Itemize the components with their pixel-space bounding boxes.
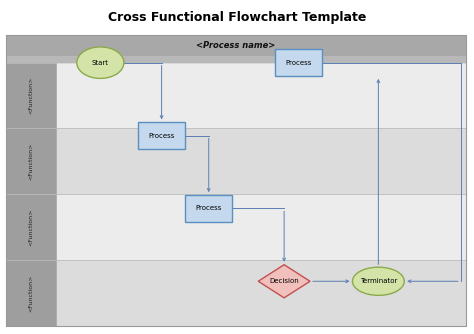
Bar: [138, 122, 185, 149]
Text: <Function>: <Function>: [28, 143, 33, 180]
Bar: [55, 194, 465, 260]
Bar: [185, 195, 232, 222]
Text: <Function>: <Function>: [28, 208, 33, 246]
Text: Start: Start: [92, 60, 109, 66]
Text: Process: Process: [148, 133, 175, 139]
Bar: [55, 260, 465, 326]
Bar: [6, 34, 465, 326]
Bar: [6, 194, 55, 260]
Text: Process: Process: [285, 60, 311, 66]
Bar: [6, 34, 465, 56]
Bar: [6, 260, 55, 326]
Polygon shape: [258, 265, 310, 298]
Text: <Function>: <Function>: [28, 77, 33, 114]
Bar: [55, 63, 465, 129]
Bar: [6, 56, 465, 63]
Text: Process: Process: [196, 205, 222, 211]
Text: Terminator: Terminator: [360, 278, 397, 284]
Bar: [55, 129, 465, 194]
Text: Decision: Decision: [269, 278, 299, 284]
Bar: [275, 49, 322, 76]
Bar: [6, 63, 55, 129]
Text: Cross Functional Flowchart Template: Cross Functional Flowchart Template: [108, 11, 366, 24]
Text: <Process name>: <Process name>: [196, 41, 275, 50]
Text: <Function>: <Function>: [28, 275, 33, 312]
Bar: [6, 129, 55, 194]
Ellipse shape: [77, 47, 124, 78]
Ellipse shape: [353, 267, 404, 295]
